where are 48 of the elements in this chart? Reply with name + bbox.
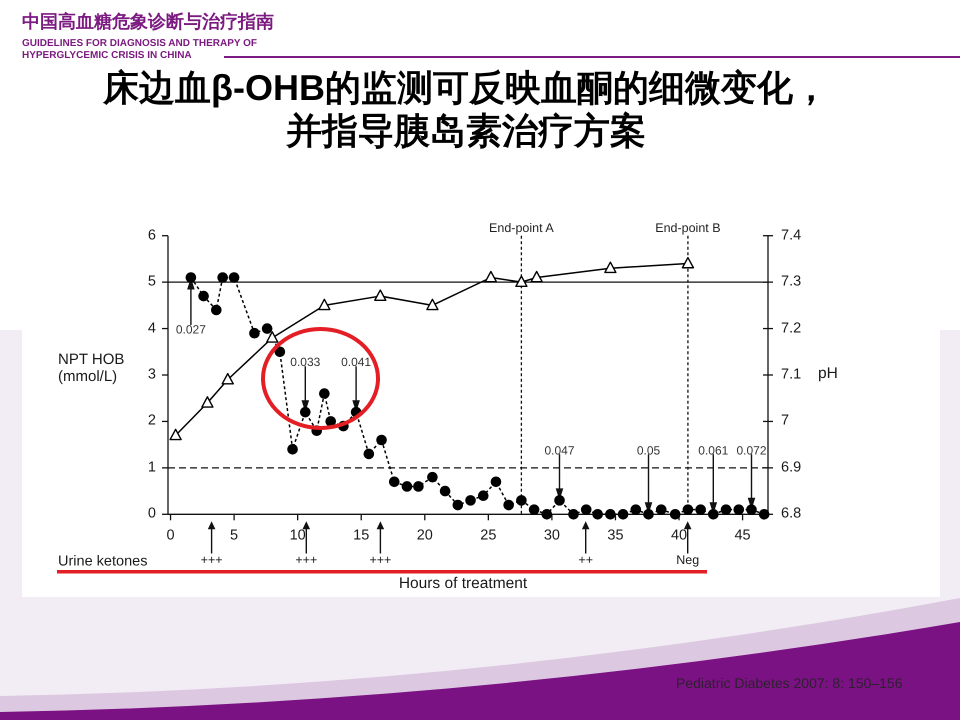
x-tick-label: 25 [480, 528, 496, 545]
annotation: +++ [200, 521, 223, 567]
y-tick-label: 5 [148, 274, 156, 290]
x-tick-label: 45 [734, 528, 751, 545]
y2-tick-label: 7.4 [781, 227, 802, 244]
text: 中国高血糖危象诊断与治疗指南 [22, 12, 274, 32]
ref-line-label: End-point B [655, 220, 721, 235]
chart-title: 床边血β-OHB的监测可反映血酮的细微变化，并指导胰岛素治疗方案 [102, 66, 830, 152]
annotation: 0.047 [544, 443, 575, 458]
y-tick-label: 1 [148, 460, 156, 476]
text: Pediatric Diabetes 2007: 8: 150–156 [676, 674, 902, 692]
annotation: 0.072 [736, 443, 767, 458]
annotation: 0.061 [698, 443, 728, 514]
annotation: 0.041 [341, 355, 372, 412]
y-tick-label: 6 [148, 227, 156, 244]
y-tick-label: 2 [148, 413, 156, 430]
ref-line-label: End-point A [489, 220, 554, 235]
annotation: 0.041 [341, 355, 372, 370]
y-tick-label: 3 [148, 366, 156, 384]
x-tick-label: 5 [230, 528, 238, 545]
y2-tick-label: 7.1 [781, 366, 802, 384]
x-tick-label: 20 [416, 528, 433, 545]
x-tick-label: 40 [670, 528, 688, 545]
y2-tick-label: 7 [781, 413, 790, 430]
y2-tick-label: 6.9 [781, 460, 802, 476]
y-tick-label: 0 [148, 506, 156, 523]
annotation: 0.027 [176, 278, 206, 336]
y-axis-title: NPT HOB (mmol/L) [58, 351, 126, 385]
annotation: +++ [369, 521, 392, 567]
x-tick-label: 15 [353, 528, 370, 545]
annotation: 0.05 [636, 443, 660, 458]
y2-tick-label: 6.8 [781, 506, 802, 523]
x-tick-label: 0 [166, 528, 175, 545]
x-axis-title: Hours of treatment [398, 575, 528, 593]
x-tick-label: 35 [607, 528, 624, 545]
annotation: 0.061 [698, 443, 729, 458]
y2-tick-label: 7.3 [781, 274, 802, 290]
annotation: 0.027 [176, 322, 206, 336]
text: GUIDELINES FOR DIAGNOSIS AND THERAPY OF HYPERGLYCEMIC CRISIS IN CHINA [22, 38, 258, 61]
y2-axis-title: pH [818, 365, 838, 383]
x-tick-label: 10 [290, 528, 306, 545]
x-tick-label: 30 [544, 528, 560, 545]
y-tick-label: 4 [148, 320, 156, 337]
annotation: ++ [578, 521, 593, 567]
text: Urine ketones [58, 553, 148, 570]
annotation: 0.033 [290, 355, 320, 412]
annotation: 0.033 [290, 355, 321, 370]
y2-tick-label: 7.2 [781, 320, 802, 337]
